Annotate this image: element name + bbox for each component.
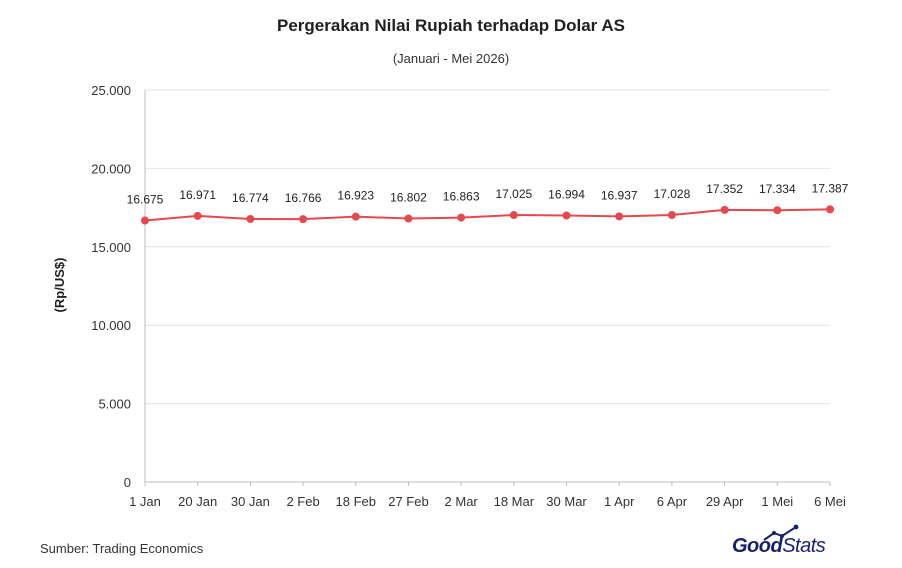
data-label: 17.028 xyxy=(654,187,691,201)
y-tick-label: 25.000 xyxy=(91,83,131,98)
x-tick-label: 1 Mei xyxy=(761,494,793,509)
y-tick-label: 15.000 xyxy=(91,240,131,255)
x-tick-label: 30 Mar xyxy=(546,494,587,509)
data-label: 17.387 xyxy=(812,181,849,195)
brand-name-light: Stats xyxy=(782,535,826,557)
x-tick-label: 18 Mar xyxy=(494,494,535,509)
data-label: 16.766 xyxy=(285,191,322,205)
y-axis-label: (Rp/US$) xyxy=(52,258,67,313)
x-tick-label: 30 Jan xyxy=(231,494,270,509)
data-point xyxy=(351,212,360,221)
x-tick-label: 18 Feb xyxy=(336,494,376,509)
brand-logo: GoodStats xyxy=(732,524,852,560)
x-tick-label: 1 Apr xyxy=(604,494,635,509)
data-label: 17.334 xyxy=(759,182,796,196)
data-label: 17.025 xyxy=(495,187,532,201)
grid-lines xyxy=(144,89,830,483)
y-tick-label: 0 xyxy=(124,475,131,490)
x-tick-label: 6 Mei xyxy=(814,494,846,509)
x-tick-label: 29 Apr xyxy=(706,494,744,509)
series-layer xyxy=(141,205,834,225)
data-label: 16.994 xyxy=(548,188,585,202)
data-point xyxy=(193,211,202,220)
x-tick-label: 1 Jan xyxy=(129,494,161,509)
x-axis-ticks: 1 Jan 20 Jan 30 Jan 2 Feb 18 Feb 27 Feb 2 Mar 1… xyxy=(129,482,846,509)
data-label: 16.971 xyxy=(179,188,216,202)
x-tick-label: 6 Apr xyxy=(657,494,688,509)
y-axis-ticks: 0 5.000 10.000 15.000 20.000 25.000 xyxy=(91,83,131,490)
x-tick-label: 27 Feb xyxy=(388,494,428,509)
data-point xyxy=(562,211,571,220)
data-point xyxy=(404,214,413,223)
data-label: 16.774 xyxy=(232,191,269,205)
x-tick-label: 2 Mar xyxy=(445,494,479,509)
data-labels: 16.675 16.971 16.774 16.766 16.923 16.802 16.8… xyxy=(127,181,849,206)
y-tick-label: 5.000 xyxy=(98,397,131,412)
data-point xyxy=(720,205,729,214)
x-tick-label: 2 Feb xyxy=(286,494,319,509)
data-label: 17.352 xyxy=(706,182,743,196)
series-line xyxy=(144,208,831,222)
y-tick-label: 20.000 xyxy=(91,161,131,176)
data-point xyxy=(457,213,466,222)
data-label: 16.675 xyxy=(127,193,164,207)
data-label: 16.923 xyxy=(337,189,374,203)
data-point xyxy=(773,206,782,215)
y-tick-label: 10.000 xyxy=(91,318,131,333)
chart-title: Pergerakan Nilai Rupiah terhadap Dolar A… xyxy=(277,16,625,35)
data-point xyxy=(246,214,255,223)
data-label: 16.802 xyxy=(390,191,427,205)
data-point xyxy=(141,216,149,225)
chart-subtitle: (Januari - Mei 2026) xyxy=(392,51,510,66)
data-label: 16.937 xyxy=(601,188,638,202)
trend-arrow-icon xyxy=(763,524,799,541)
data-point xyxy=(615,212,624,221)
data-point xyxy=(299,215,308,224)
x-tick-label: 20 Jan xyxy=(178,494,217,509)
brand-name-bold: Good xyxy=(732,535,783,557)
data-point xyxy=(509,211,518,220)
data-point xyxy=(667,211,676,220)
source-note: Sumber: Trading Economics xyxy=(40,541,204,556)
data-point xyxy=(826,205,834,214)
data-label: 16.863 xyxy=(443,190,480,204)
